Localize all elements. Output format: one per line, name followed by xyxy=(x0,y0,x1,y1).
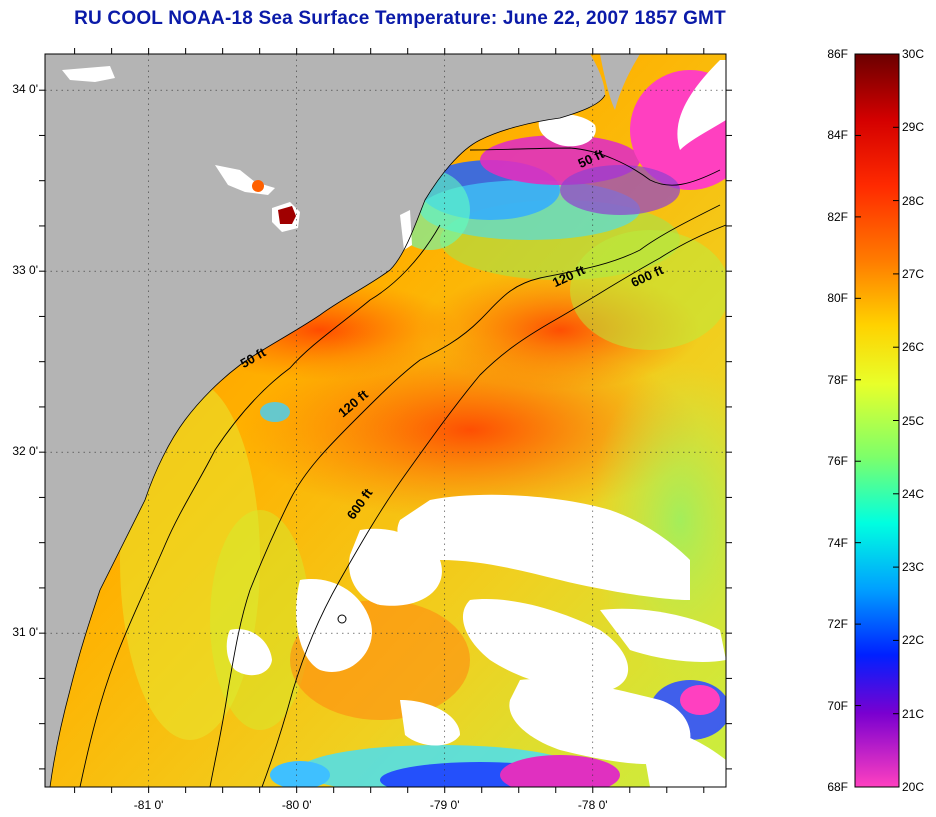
colorbar xyxy=(854,53,900,788)
contour-50ft xyxy=(469,147,721,186)
lon-tick-label: -79 0' xyxy=(429,798,460,812)
colorbar-ticks xyxy=(855,53,899,788)
colorbar-fahrenheit-label: 76F xyxy=(827,454,848,469)
lon-tick-label: -81 0' xyxy=(133,798,164,812)
colorbar-fahrenheit-label: 68F xyxy=(827,780,848,794)
contour-120ft xyxy=(209,204,721,787)
colorbar-celsius-label: 24C xyxy=(902,486,925,501)
colorbar-fahrenheit-label: 82F xyxy=(827,209,848,224)
colorbar-fahrenheit-label: 84F xyxy=(827,128,848,143)
colorbar-celsius-label: 27C xyxy=(902,266,925,281)
colorbar-celsius-label: 22C xyxy=(902,633,925,648)
contour-600ft xyxy=(261,224,726,787)
lon-tick-label: -80 0' xyxy=(281,798,312,812)
colorbar-celsius-label: 20C xyxy=(902,780,925,794)
lon-tick-label: -78 0' xyxy=(577,798,608,812)
colorbar-celsius-label: 26C xyxy=(902,340,925,355)
contour-50ft-south xyxy=(79,224,441,787)
station-marker xyxy=(337,614,347,624)
colorbar-celsius-label: 23C xyxy=(902,560,925,575)
graticule xyxy=(45,54,726,787)
frame-ticks xyxy=(39,48,732,793)
colorbar-fahrenheit-label: 70F xyxy=(827,698,848,713)
colorbar-fahrenheit-label: 78F xyxy=(827,372,848,387)
colorbar-fahrenheit-label: 74F xyxy=(827,535,848,550)
colorbar-celsius-label: 29C xyxy=(902,120,925,135)
coastline xyxy=(49,94,606,787)
lat-tick-label: 31 0' xyxy=(12,625,38,640)
lat-tick-label: 33 0' xyxy=(12,263,38,278)
map-title: RU COOL NOAA-18 Sea Surface Temperature:… xyxy=(74,8,726,29)
land-mass xyxy=(45,54,640,787)
colorbar-celsius-label: 28C xyxy=(902,193,925,208)
colorbar-celsius-label: 30C xyxy=(902,47,925,61)
colorbar-celsius-label: 25C xyxy=(902,413,925,428)
colorbar-fahrenheit-label: 86F xyxy=(827,47,848,61)
lat-tick-label: 32 0' xyxy=(12,444,38,459)
depth-contours xyxy=(79,147,726,787)
colorbar-fahrenheit-label: 80F xyxy=(827,291,848,306)
lat-tick-label: 34 0' xyxy=(12,82,38,97)
colorbar-celsius-label: 21C xyxy=(902,706,925,721)
map-frame xyxy=(44,53,727,788)
colorbar-fahrenheit-label: 72F xyxy=(827,617,848,632)
cloud-cover xyxy=(226,60,726,787)
inland-features xyxy=(62,66,412,250)
